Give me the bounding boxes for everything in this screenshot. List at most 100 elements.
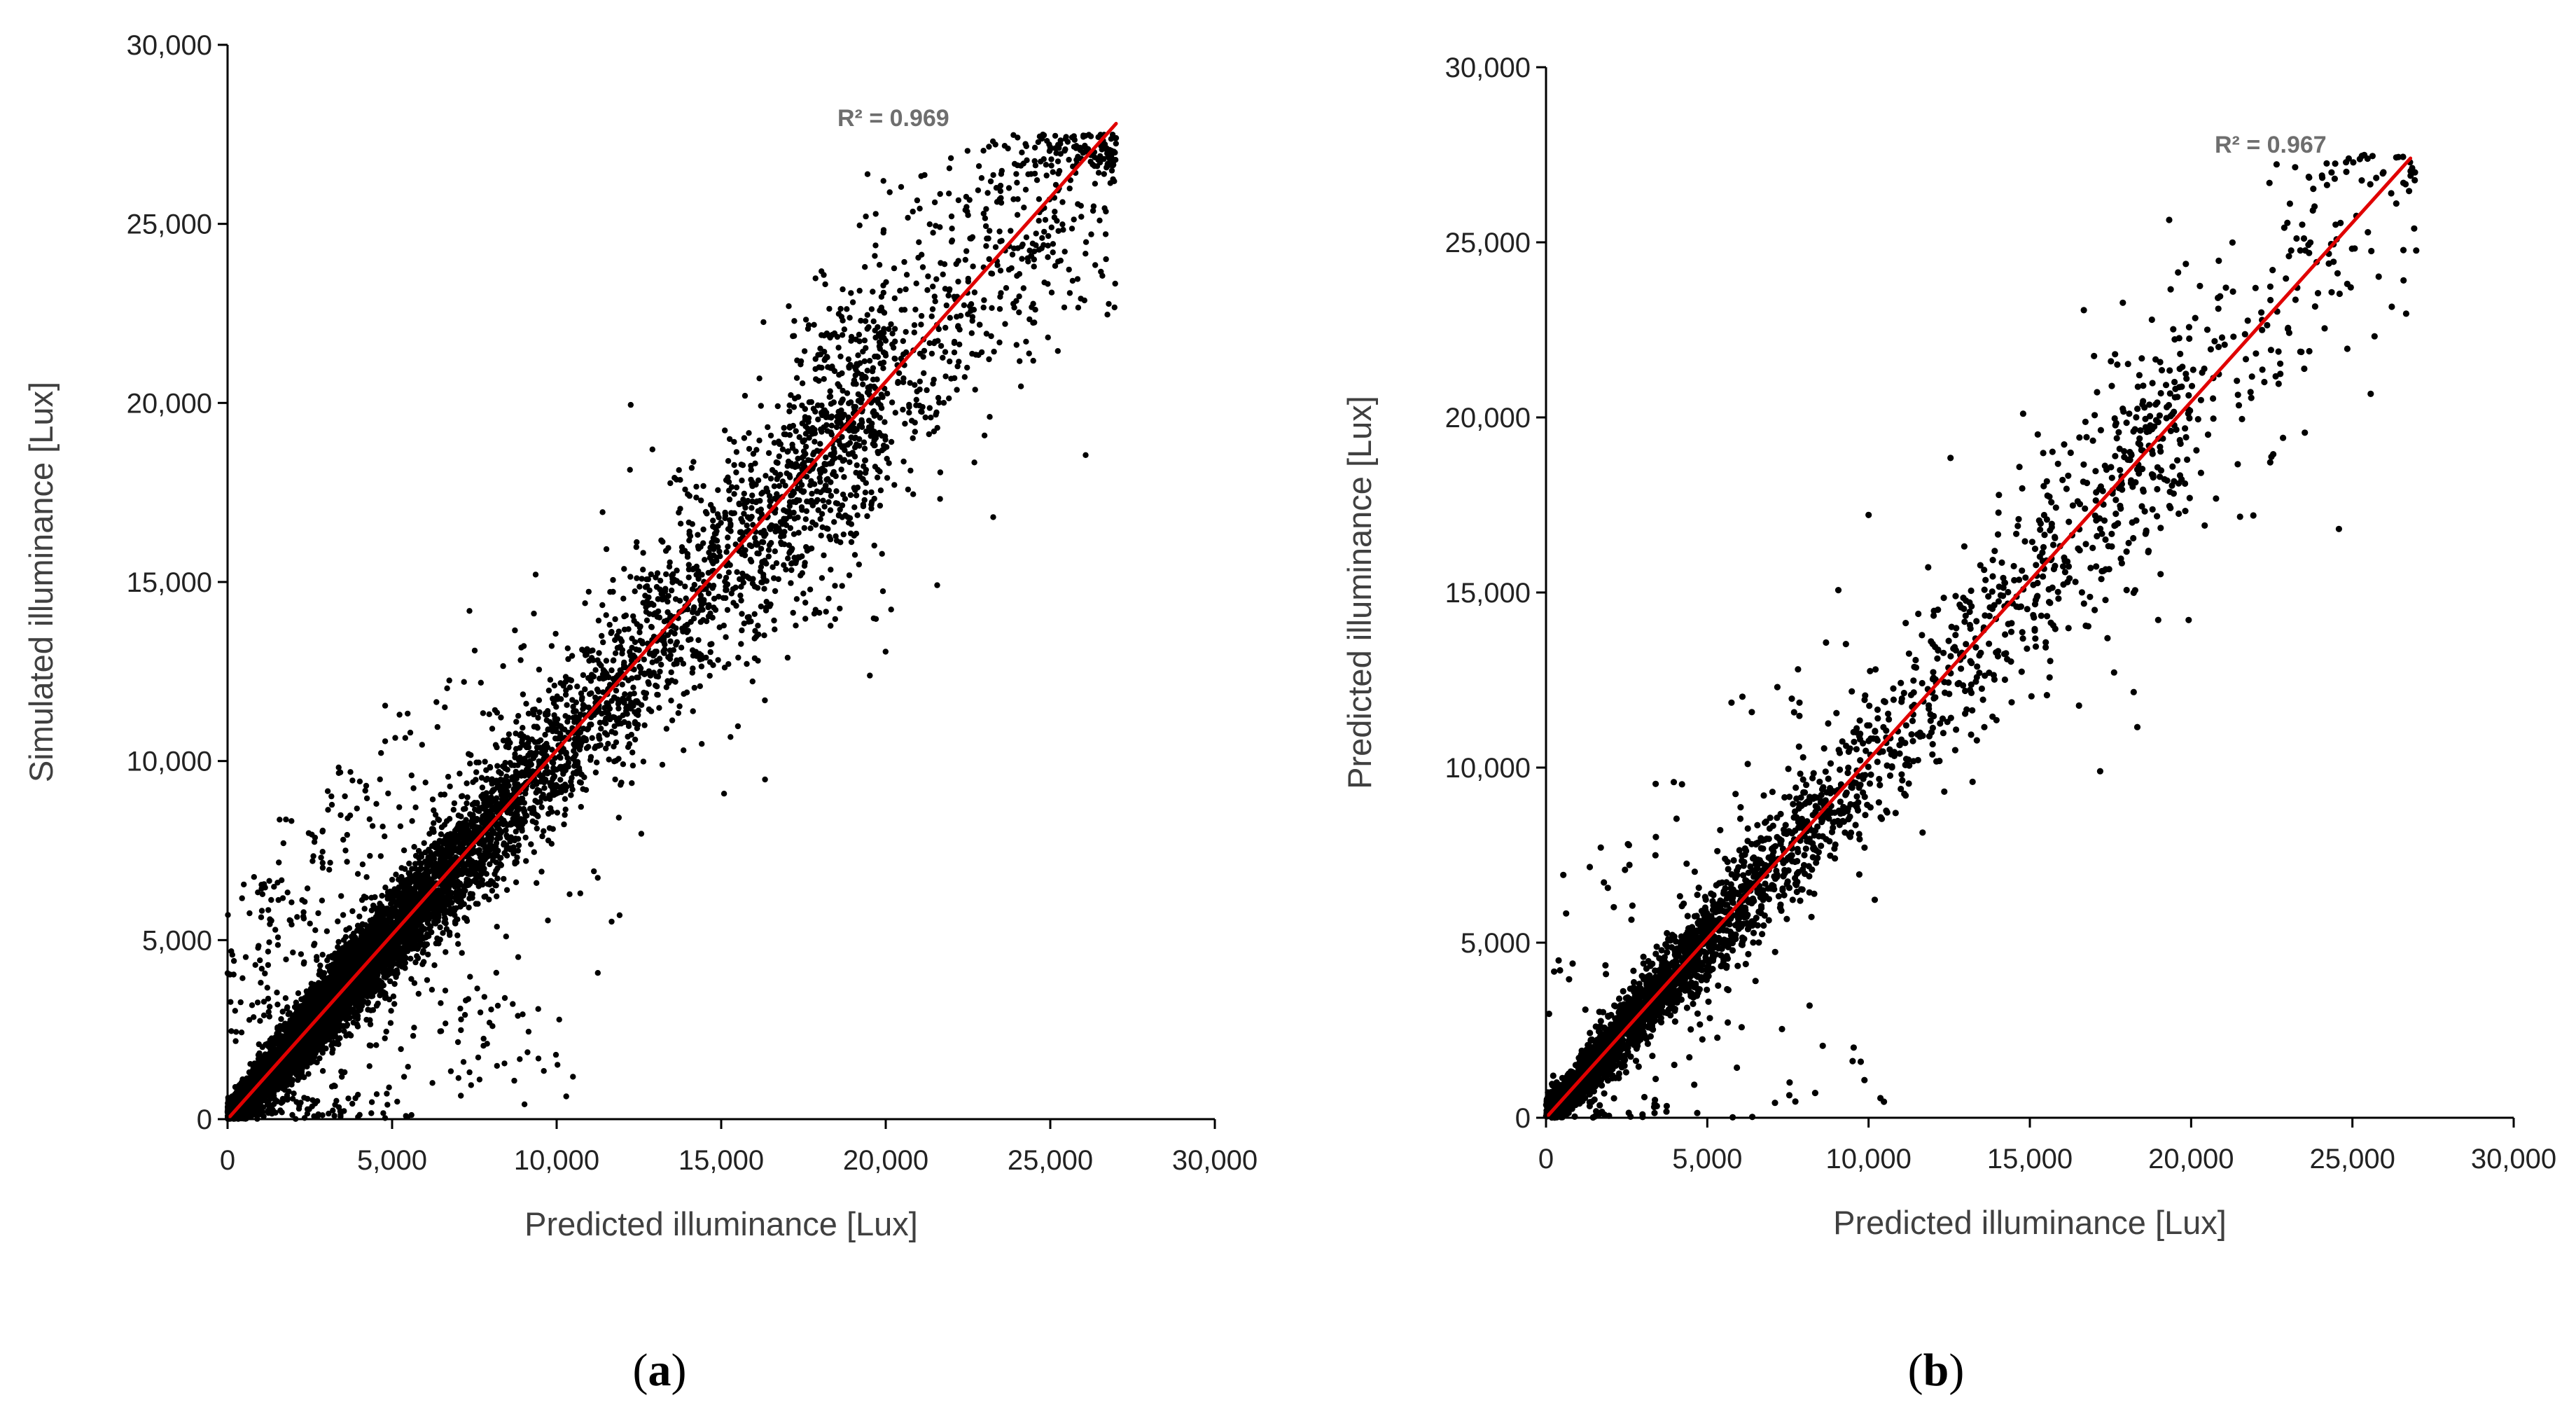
data-point xyxy=(466,1069,473,1076)
data-point xyxy=(239,895,245,901)
data-point xyxy=(641,722,648,728)
data-point xyxy=(344,831,350,838)
data-point xyxy=(721,665,728,671)
data-point xyxy=(880,359,887,366)
data-point xyxy=(531,610,537,617)
data-point xyxy=(408,976,415,983)
data-point xyxy=(607,589,613,595)
data-point xyxy=(1039,235,1045,241)
data-point xyxy=(545,711,551,718)
data-point xyxy=(848,290,854,296)
data-point xyxy=(1042,216,1049,223)
data-point xyxy=(442,704,448,711)
data-point xyxy=(734,569,740,575)
data-point xyxy=(274,942,281,948)
data-point xyxy=(489,726,496,732)
data-point xyxy=(265,907,272,913)
data-point xyxy=(802,443,809,450)
data-point xyxy=(436,817,443,824)
data-point xyxy=(294,914,300,920)
data-point xyxy=(1099,272,1106,279)
data-point xyxy=(554,810,561,816)
data-point xyxy=(695,637,702,644)
data-point xyxy=(1017,383,1024,389)
data-point xyxy=(847,314,853,321)
data-point xyxy=(642,695,648,701)
data-point xyxy=(942,324,949,331)
data-point xyxy=(963,248,970,254)
data-point xyxy=(940,354,946,361)
data-point xyxy=(762,697,768,704)
data-point xyxy=(726,496,733,503)
data-point xyxy=(580,726,587,732)
data-point xyxy=(443,949,449,955)
data-point xyxy=(633,543,639,550)
data-point xyxy=(862,264,868,270)
data-point xyxy=(868,433,874,439)
data-point xyxy=(643,617,650,623)
data-point xyxy=(494,1002,501,1009)
data-point xyxy=(545,687,552,694)
data-point xyxy=(455,812,461,819)
data-point xyxy=(791,318,798,324)
data-point xyxy=(689,521,695,527)
data-point xyxy=(451,800,458,807)
data-point xyxy=(473,777,479,783)
data-point xyxy=(387,1020,394,1026)
data-point xyxy=(254,999,261,1006)
data-point xyxy=(538,868,545,875)
data-point xyxy=(481,994,487,1000)
data-point xyxy=(723,634,729,640)
data-point xyxy=(307,920,313,927)
data-point xyxy=(964,148,971,154)
data-point xyxy=(264,985,270,991)
data-point xyxy=(702,508,709,515)
data-point xyxy=(500,663,506,670)
data-point xyxy=(237,999,244,1006)
data-point xyxy=(685,574,692,581)
data-point xyxy=(884,455,890,462)
data-point xyxy=(779,446,786,452)
data-point xyxy=(319,1068,326,1074)
data-point xyxy=(812,275,819,282)
data-point xyxy=(551,682,557,688)
data-point xyxy=(891,265,898,272)
data-point xyxy=(667,480,674,487)
data-point xyxy=(265,948,272,955)
data-point xyxy=(828,623,834,629)
data-point xyxy=(356,913,363,920)
data-point xyxy=(771,440,778,446)
data-point xyxy=(564,702,570,708)
data-point xyxy=(520,725,526,731)
data-point xyxy=(1008,228,1014,234)
data-point xyxy=(520,691,527,698)
data-point xyxy=(987,414,993,420)
data-point xyxy=(515,1013,521,1019)
data-point xyxy=(335,938,342,945)
data-point xyxy=(636,629,643,636)
data-point xyxy=(761,632,767,639)
data-point xyxy=(557,730,564,737)
data-point xyxy=(868,489,875,496)
data-point xyxy=(982,215,989,221)
data-point xyxy=(493,868,499,874)
data-point xyxy=(338,893,344,899)
data-point xyxy=(980,148,987,154)
data-point xyxy=(710,518,716,524)
data-point xyxy=(1019,149,1025,155)
data-point xyxy=(667,559,673,566)
data-point xyxy=(981,297,987,303)
data-point xyxy=(580,672,587,679)
data-point xyxy=(547,677,554,683)
data-point xyxy=(603,546,610,553)
data-point xyxy=(1096,217,1103,223)
data-point xyxy=(727,734,734,740)
data-point xyxy=(382,738,389,744)
data-point xyxy=(266,1004,273,1010)
data-point xyxy=(676,467,682,473)
data-point xyxy=(888,607,894,613)
data-point xyxy=(864,368,871,374)
data-point xyxy=(838,466,844,473)
data-point xyxy=(930,230,936,236)
data-point xyxy=(808,398,815,406)
